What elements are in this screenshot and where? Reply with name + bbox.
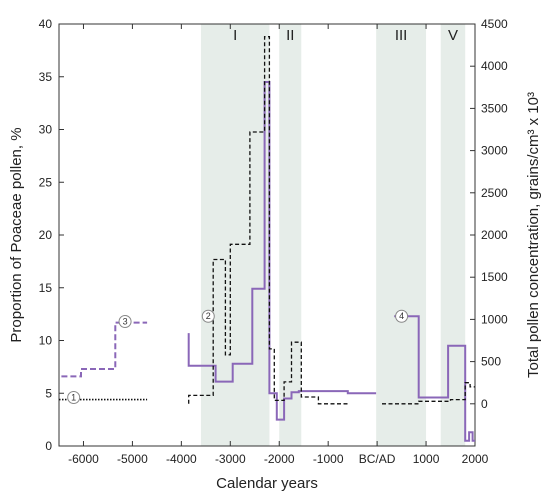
- left-y-tick-label: 5: [45, 386, 52, 400]
- period-label-I: I: [233, 27, 237, 44]
- left-y-tick-label: 15: [39, 281, 53, 295]
- period-band-II: [279, 24, 302, 446]
- x-tick-label: -6000: [68, 452, 99, 466]
- right-y-tick-label: 500: [481, 355, 501, 369]
- right-y-tick-label: 4000: [481, 59, 508, 73]
- series-line-3-solid-purple: [187, 81, 377, 421]
- marker-label: 4: [399, 311, 404, 321]
- period-label-V: V: [448, 27, 458, 44]
- right-y-tick-label: 2500: [481, 186, 508, 200]
- x-tick-label: -3000: [215, 452, 246, 466]
- series-line-1-dashed-purple: [61, 321, 148, 378]
- series-line-5-solid-purple: [394, 315, 475, 442]
- marker-label: 2: [206, 311, 211, 321]
- left-y-tick-label: 35: [39, 70, 53, 84]
- x-tick-label: 1000: [413, 452, 440, 466]
- x-axis-title: Calendar years: [216, 475, 318, 492]
- marker-circle: [67, 390, 81, 404]
- left-y-axis-title: Proportion of Poaceae pollen, %: [8, 127, 25, 342]
- left-y-tick-label: 40: [39, 17, 53, 31]
- series-marker-1: 1: [67, 390, 81, 404]
- series-line-4-dashed-black: [188, 36, 348, 405]
- left-y-axis: 0 5 10 15 20 25 30 35 40: [39, 17, 64, 453]
- period-band-V: [440, 24, 466, 446]
- right-y-tick-label: 2000: [481, 228, 508, 242]
- x-tick-label: -1000: [313, 452, 344, 466]
- x-tick-label: -4000: [166, 452, 197, 466]
- x-tick-label: -2000: [264, 452, 295, 466]
- series-line-6-dashed-black: [382, 382, 475, 405]
- right-y-tick-label: 3000: [481, 144, 508, 158]
- period-label-II: II: [286, 27, 294, 44]
- x-tick-label: BC/AD: [359, 452, 396, 466]
- period-band-I: [200, 24, 270, 446]
- series-marker-2: 2: [201, 309, 215, 323]
- markers-layer: 1 2 3 4: [67, 309, 409, 404]
- period-bands: I II III V: [200, 24, 466, 446]
- right-y-tick-label: 4500: [481, 17, 508, 31]
- marker-label: 3: [123, 317, 128, 327]
- right-y-axis: 0 500 1000 1500 2000 2500 3000 3500 4000 4500: [470, 17, 508, 411]
- left-y-tick-label: 20: [39, 228, 53, 242]
- x-tick-label: -5000: [117, 452, 148, 466]
- right-y-tick-label: 0: [481, 397, 488, 411]
- marker-circle: [395, 309, 409, 323]
- right-y-tick-label: 1500: [481, 270, 508, 284]
- series-marker-4: 4: [395, 309, 409, 323]
- left-y-tick-label: 25: [39, 175, 53, 189]
- x-tick-label: 2000: [462, 452, 489, 466]
- marker-circle: [201, 309, 215, 323]
- right-y-tick-label: 3500: [481, 101, 508, 115]
- x-axis: -6000 -5000 -4000 -3000 -2000 -1000 BC/AD 1000 2…: [68, 24, 489, 466]
- right-y-axis-title: Total pollen concentration, grains/cm³ x…: [525, 92, 542, 378]
- marker-circle: [118, 315, 132, 329]
- series-marker-3: 3: [118, 315, 132, 329]
- left-y-tick-label: 30: [39, 123, 53, 137]
- left-y-tick-label: 0: [45, 439, 52, 453]
- period-label-III: III: [395, 27, 408, 44]
- right-y-tick-label: 1000: [481, 312, 508, 326]
- marker-label: 1: [71, 392, 76, 402]
- left-y-tick-label: 10: [39, 334, 53, 348]
